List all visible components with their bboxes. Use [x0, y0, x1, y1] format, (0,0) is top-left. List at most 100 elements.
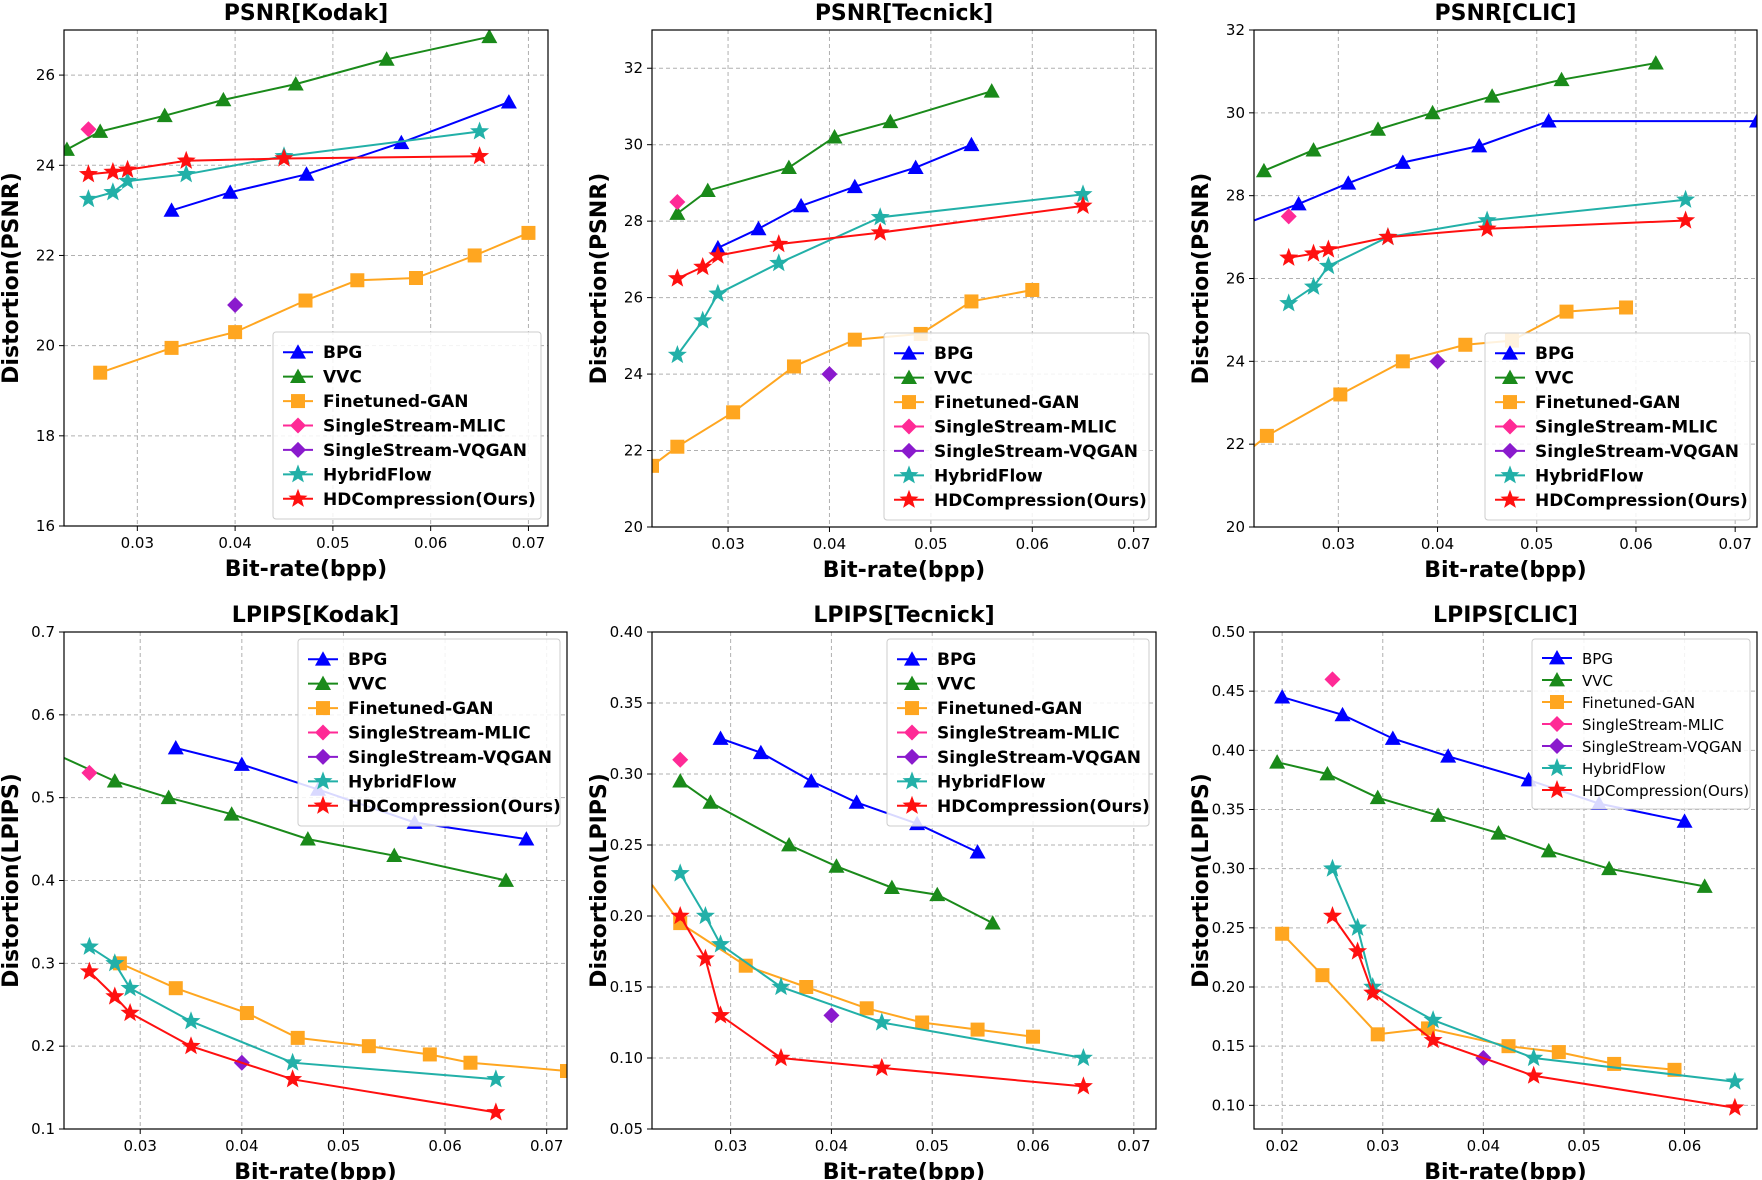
data-point-BPG: [163, 202, 180, 217]
data-point-HDCompression(Ours): [667, 268, 687, 287]
y-tick-label: 0.10: [610, 1049, 643, 1067]
x-tick-label: 0.07: [1117, 1137, 1150, 1155]
legend-marker-HybridFlow: [899, 465, 919, 484]
data-point-BPG: [167, 739, 184, 755]
data-point-HDCompression(Ours): [274, 148, 294, 167]
y-tick-label: 0.5: [31, 789, 55, 807]
data-point-BPG: [222, 184, 239, 199]
data-point-HDCompression(Ours): [670, 906, 690, 925]
series-line-Finetuned-GAN: [652, 289, 1033, 467]
data-point-Finetuned-GAN: [1559, 304, 1574, 319]
data-point-VVC: [1696, 878, 1713, 893]
x-tick-label: 0.06: [1668, 1137, 1701, 1155]
legend-label: SingleStream-VQGAN: [1582, 738, 1742, 756]
data-point-HybridFlow: [1423, 1010, 1443, 1029]
data-point-Finetuned-GAN: [786, 359, 801, 374]
y-tick-label: 30: [624, 136, 643, 154]
data-point-HDCompression(Ours): [1725, 1097, 1745, 1116]
y-tick-label: 0.40: [1212, 741, 1245, 759]
data-point-BPG: [1749, 113, 1757, 128]
legend-marker-Finetuned-GAN: [1550, 695, 1564, 709]
legend-label: VVC: [1582, 672, 1613, 690]
y-tick-label: 32: [1226, 21, 1245, 39]
chart-title: LPIPS[Kodak]: [232, 603, 399, 628]
data-point-BPG: [846, 178, 863, 194]
x-tick-label: 0.03: [714, 1137, 747, 1155]
data-point-VVC: [498, 872, 515, 887]
y-axis-label: Distortion(PSNR): [0, 172, 24, 384]
x-tick-label: 0.05: [914, 535, 947, 553]
legend-marker-HybridFlow: [313, 771, 333, 790]
series-line-Finetuned-GAN: [1254, 306, 1627, 447]
data-point-HybridFlow: [695, 906, 715, 925]
data-point-VVC: [287, 76, 304, 91]
data-point-BPG: [963, 136, 980, 152]
data-point-BPG: [1274, 689, 1291, 704]
legend-label: SingleStream-MLIC: [934, 418, 1117, 438]
data-point-HybridFlow: [693, 310, 713, 329]
legend-marker-BPG: [1549, 650, 1565, 665]
legend-marker-HybridFlow: [1547, 758, 1567, 777]
series-line-Finetuned-GAN: [652, 884, 1034, 1038]
legend-marker-SingleStream-VQGAN: [315, 748, 331, 765]
y-tick-label: 30: [1226, 104, 1245, 122]
data-point-Finetuned-GAN: [1259, 428, 1274, 443]
data-point-VVC: [1484, 88, 1501, 103]
x-tick-label: 0.04: [1421, 535, 1454, 553]
axes-frame: [651, 631, 1157, 1130]
legend-label: VVC: [1535, 369, 1574, 389]
series-line-HDCompression(Ours): [676, 204, 1084, 280]
y-tick-label: 20: [1226, 518, 1245, 536]
legend-marker-BPG: [315, 651, 331, 666]
data-point-HDCompression(Ours): [771, 1048, 791, 1067]
y-tick-label: 24: [624, 365, 643, 383]
legend-box: [886, 638, 1150, 827]
x-tick-label: 0.07: [1718, 535, 1751, 553]
series-line-Finetuned-GAN: [99, 231, 529, 374]
legend-label: HDCompression(Ours): [1535, 491, 1748, 511]
y-tick-label: 22: [624, 442, 643, 460]
y-tick-label: 0.25: [610, 836, 643, 854]
y-tick-label: 0.7: [31, 623, 55, 641]
data-point-VVC: [223, 806, 240, 821]
axes-frame: [63, 631, 568, 1130]
data-point-HybridFlow: [120, 978, 140, 997]
axes-frame: [651, 29, 1157, 528]
data-point-HybridFlow: [78, 189, 98, 208]
y-tick-label: 0.6: [31, 706, 55, 724]
x-tick-label: 0.03: [1322, 535, 1355, 553]
data-point-VVC: [826, 129, 843, 144]
y-tick-label: 0.20: [1212, 978, 1245, 996]
plot-area: [1269, 671, 1745, 1116]
x-axis-label: Bit-rate(bpp): [234, 1160, 396, 1180]
data-point-Finetuned-GAN: [847, 332, 862, 347]
legend-marker-VVC: [1549, 672, 1565, 687]
legend-label: BPG: [348, 650, 387, 670]
legend-label: HybridFlow: [323, 465, 432, 485]
legend-label: Finetuned-GAN: [348, 699, 494, 719]
data-point-HybridFlow: [1676, 189, 1696, 208]
legend-label: BPG: [1535, 344, 1574, 364]
data-point-HDCompression(Ours): [1348, 941, 1368, 960]
legend-label: Finetuned-GAN: [937, 699, 1083, 719]
legend: BPG VVC Finetuned-GAN SingleStream-MLIC Sing…: [1484, 332, 1751, 521]
legend-marker-VVC: [315, 675, 331, 691]
data-point-BPG: [233, 756, 250, 771]
legend-label: HDCompression(Ours): [934, 491, 1147, 511]
data-point-HDCompression(Ours): [486, 1102, 506, 1121]
legend-marker-BPG: [1502, 345, 1518, 360]
data-point-SingleStream-MLIC: [1280, 208, 1297, 225]
x-tick-label: 0.05: [327, 1137, 360, 1155]
data-point-VVC: [299, 831, 316, 846]
data-point-VVC: [160, 789, 177, 805]
data-point-HDCompression(Ours): [870, 222, 890, 241]
y-axis-label: Distortion(LPIPS): [0, 773, 24, 988]
data-point-HybridFlow: [1073, 1048, 1093, 1067]
data-point-HDCompression(Ours): [1073, 1076, 1093, 1095]
data-point-VVC: [1370, 121, 1387, 136]
legend-marker-VVC: [290, 368, 306, 384]
data-point-VVC: [1305, 142, 1322, 157]
legend-label: HybridFlow: [348, 772, 457, 792]
chart-title: LPIPS[CLIC]: [1433, 603, 1578, 628]
data-point-Finetuned-GAN: [859, 1001, 874, 1016]
